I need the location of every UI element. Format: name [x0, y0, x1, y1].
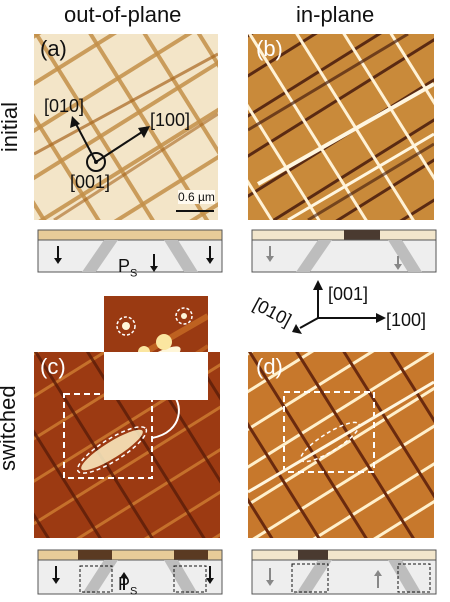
- panel-label-b: (b): [256, 36, 283, 61]
- panel-c-image: [34, 352, 220, 538]
- label-001-legend: [001]: [328, 284, 369, 304]
- scalebar-label: 0.6 µm: [178, 190, 215, 204]
- schematic-initial-out-of-plane: [37, 229, 223, 273]
- schematic-switched-in-plane: [251, 549, 437, 595]
- scalebar-line: [176, 210, 214, 212]
- label-100-a: [100]: [150, 110, 191, 130]
- row-title-switched: switched: [0, 385, 20, 471]
- polarization-label-1: PS: [118, 256, 138, 280]
- column-title-in-plane: in-plane: [296, 2, 375, 27]
- arrow-010: [75, 123, 97, 163]
- panel-label-a: (a): [40, 36, 67, 61]
- panel-label-c: (c): [40, 354, 66, 379]
- dashed-region-c: [63, 393, 153, 479]
- label-001-a: [001]: [70, 172, 111, 192]
- schematic-switched-out-of-plane: [37, 549, 223, 595]
- dashed-region-d: [283, 391, 375, 473]
- axes-overlay-a: [70, 116, 214, 212]
- panel-label-d: (d): [256, 354, 283, 379]
- polarization-label-2: PS: [118, 574, 138, 598]
- panel-a-image: [34, 34, 218, 220]
- arrow-100: [95, 131, 143, 163]
- label-100-legend: [100]: [386, 310, 427, 330]
- schematic-initial-in-plane: [251, 229, 437, 273]
- panel-b-image: [248, 34, 434, 220]
- column-title-out-of-plane: out-of-plane: [64, 2, 182, 27]
- row-title-initial: initial: [0, 101, 22, 153]
- axes-legend-3d: [292, 280, 386, 334]
- panel-d-image: [248, 352, 434, 538]
- label-010-a: [010]: [44, 96, 85, 116]
